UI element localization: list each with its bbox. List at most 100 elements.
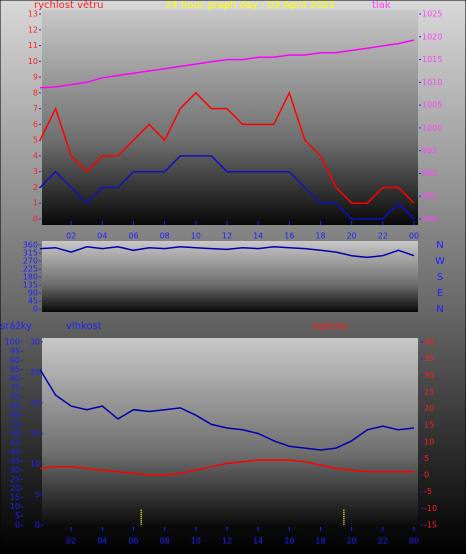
x-tick-label: 14 (253, 232, 263, 241)
direction-label: W (435, 256, 445, 267)
y-tick-label: 30 (30, 338, 40, 347)
x-tick-label: 20 (347, 232, 357, 241)
y-tick-label: 225 (23, 265, 38, 274)
x-tick-label: 04 (97, 232, 107, 241)
y-tick-label: 12 (28, 25, 38, 34)
series-line (39, 39, 415, 89)
series-line (39, 246, 415, 259)
y-tick-label: 9 (33, 73, 38, 82)
y-tick-label: -5 (424, 487, 432, 496)
y-tick-label: 25 (30, 368, 40, 377)
y-tick-label: 10 (424, 437, 434, 446)
direction-label: E (437, 288, 443, 299)
y-tick-label: 80 (10, 374, 20, 383)
y-tick-label: 270 (23, 257, 38, 266)
x-tick-label: 22 (378, 537, 388, 546)
y-tick-label: 90 (28, 289, 38, 298)
y-tick-label: 360 (23, 241, 38, 250)
direction-label: N (436, 304, 443, 315)
x-tick-label: 06 (128, 232, 138, 241)
y-tick-label: 55 (10, 420, 20, 429)
y-tick-label: 100 (5, 338, 20, 347)
y-tick-label: -15 (424, 521, 437, 530)
y-tick-label: 15 (10, 493, 20, 502)
x-tick-label: 20 (347, 537, 357, 546)
y-tick-label: 0 (15, 521, 20, 530)
panel (42, 338, 418, 528)
y-tick-label: 13 (28, 10, 38, 19)
x-tick-label: 08 (160, 232, 170, 241)
y-tick-label: 40 (424, 338, 434, 347)
y-tick-label: 1 (33, 199, 38, 208)
y-tick-label: 0 (33, 305, 38, 314)
y-tick-label: 90 (10, 356, 20, 365)
y-tick-label: 20 (30, 399, 40, 408)
x-tick-label: 00 (409, 537, 419, 546)
y-tick-label: 135 (23, 281, 38, 290)
y-tick-label: 15 (30, 429, 40, 438)
axis-label: rychlost větru (34, 0, 104, 11)
y-tick-label: -10 (424, 504, 437, 513)
y-tick-label: 0 (33, 215, 38, 224)
y-tick-label: 20 (10, 484, 20, 493)
x-tick-label: 16 (284, 537, 294, 546)
y-tick-label: 985 (422, 192, 437, 201)
y-tick-label: 10 (28, 57, 38, 66)
y-tick-label: 990 (422, 169, 437, 178)
y-tick-label: 7 (33, 104, 38, 113)
axis-label: vlhkost (66, 321, 102, 332)
y-tick-label: 70 (10, 392, 20, 401)
y-tick-label: 60 (10, 411, 20, 420)
y-tick-label: 6 (33, 120, 38, 129)
y-tick-label: 10 (10, 502, 20, 511)
y-tick-label: 1025 (422, 10, 442, 19)
x-tick-label: 06 (128, 537, 138, 546)
x-tick-label: 02 (66, 232, 76, 241)
y-tick-label: 0 (424, 471, 429, 480)
y-tick-label: 45 (10, 438, 20, 447)
y-tick-label: 35 (424, 354, 434, 363)
chart-title: 24 hour graph day : 03.April 2022 (165, 0, 335, 11)
panel (42, 10, 418, 225)
y-tick-label: 995 (422, 146, 437, 155)
series-line (39, 90, 415, 204)
y-tick-label: 8 (33, 88, 38, 97)
y-tick-label: 85 (10, 365, 20, 374)
y-tick-label: 50 (10, 429, 20, 438)
y-tick-label: 1015 (422, 55, 442, 64)
y-tick-label: 5 (35, 490, 40, 499)
x-tick-label: 12 (222, 537, 232, 546)
y-tick-label: 95 (10, 347, 20, 356)
x-tick-label: 00 (409, 232, 419, 241)
y-tick-label: 75 (10, 383, 20, 392)
direction-label: S (437, 272, 443, 283)
y-tick-label: 3 (33, 167, 38, 176)
y-tick-label: 1020 (422, 32, 442, 41)
y-tick-label: 2 (33, 183, 38, 192)
y-tick-label: 1000 (422, 123, 442, 132)
y-tick-label: 20 (424, 404, 434, 413)
y-tick-label: 25 (424, 387, 434, 396)
y-tick-label: 25 (10, 475, 20, 484)
axis-label: tlak (372, 0, 391, 11)
x-tick-label: 14 (253, 537, 263, 546)
x-tick-label: 18 (315, 232, 325, 241)
direction-label: N (436, 240, 443, 251)
y-tick-label: 5 (33, 136, 38, 145)
y-tick-label: 5 (15, 511, 20, 520)
y-tick-label: 65 (10, 402, 20, 411)
y-tick-label: 980 (422, 215, 437, 224)
y-tick-label: 1005 (422, 101, 442, 110)
x-tick-label: 16 (284, 232, 294, 241)
y-tick-label: 0 (35, 521, 40, 530)
y-tick-label: 40 (10, 447, 20, 456)
series-line (39, 369, 415, 451)
x-tick-label: 12 (222, 232, 232, 241)
y-tick-label: 45 (28, 297, 38, 306)
x-tick-label: 10 (191, 537, 201, 546)
x-tick-label: 18 (315, 537, 325, 546)
panel (42, 241, 418, 312)
y-tick-label: 35 (10, 456, 20, 465)
y-tick-label: 1010 (422, 78, 442, 87)
